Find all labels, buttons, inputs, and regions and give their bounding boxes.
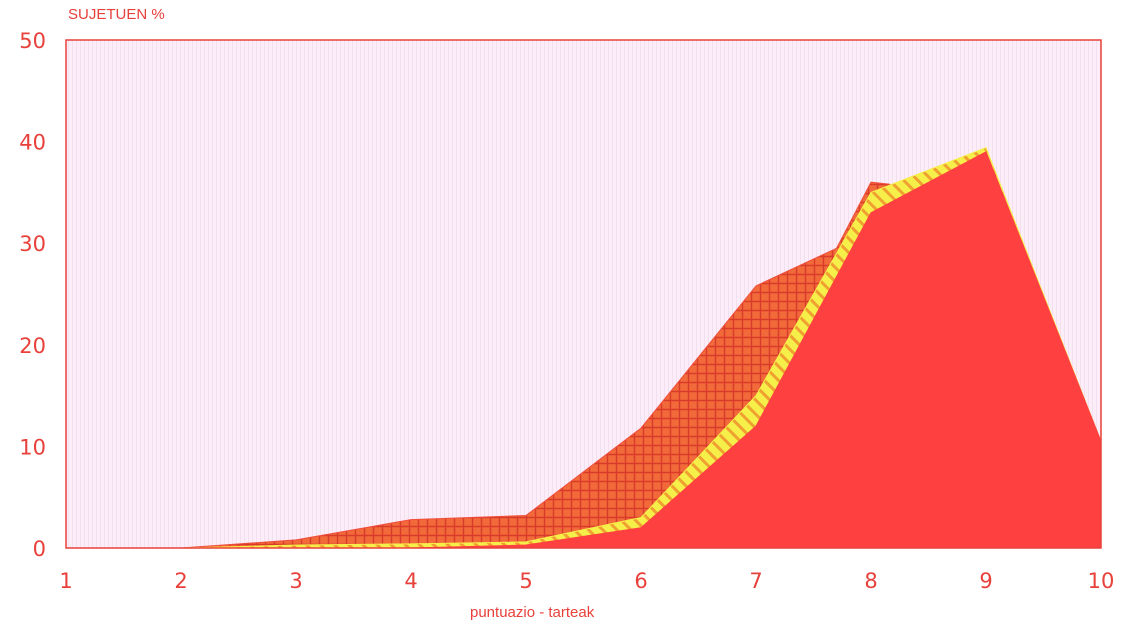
plot-frame — [65, 39, 1102, 549]
y-tick-label: 10 — [19, 435, 46, 459]
x-tick-label: 5 — [519, 569, 532, 593]
x-tick-label: 10 — [1088, 569, 1115, 593]
x-axis-title: puntuazio - tarteak — [470, 604, 595, 621]
x-tick-label: 7 — [749, 569, 762, 593]
x-tick-label: 8 — [864, 569, 877, 593]
y-axis: 0 10 20 30 40 50 — [19, 29, 46, 561]
y-tick-label: 30 — [19, 232, 46, 256]
x-tick-label: 4 — [404, 569, 417, 593]
x-tick-label: 2 — [174, 569, 187, 593]
x-tick-label: 1 — [59, 569, 72, 593]
y-tick-label: 40 — [19, 131, 46, 155]
x-tick-label: 3 — [289, 569, 302, 593]
x-tick-label: 6 — [634, 569, 647, 593]
x-axis: 1 2 3 4 5 6 7 8 9 10 — [59, 569, 1114, 593]
y-tick-label: 20 — [19, 334, 46, 358]
y-tick-label: 0 — [33, 537, 46, 561]
x-tick-label: 9 — [979, 569, 992, 593]
y-tick-label: 50 — [19, 29, 46, 53]
y-axis-title: SUJETUEN % — [68, 6, 165, 23]
